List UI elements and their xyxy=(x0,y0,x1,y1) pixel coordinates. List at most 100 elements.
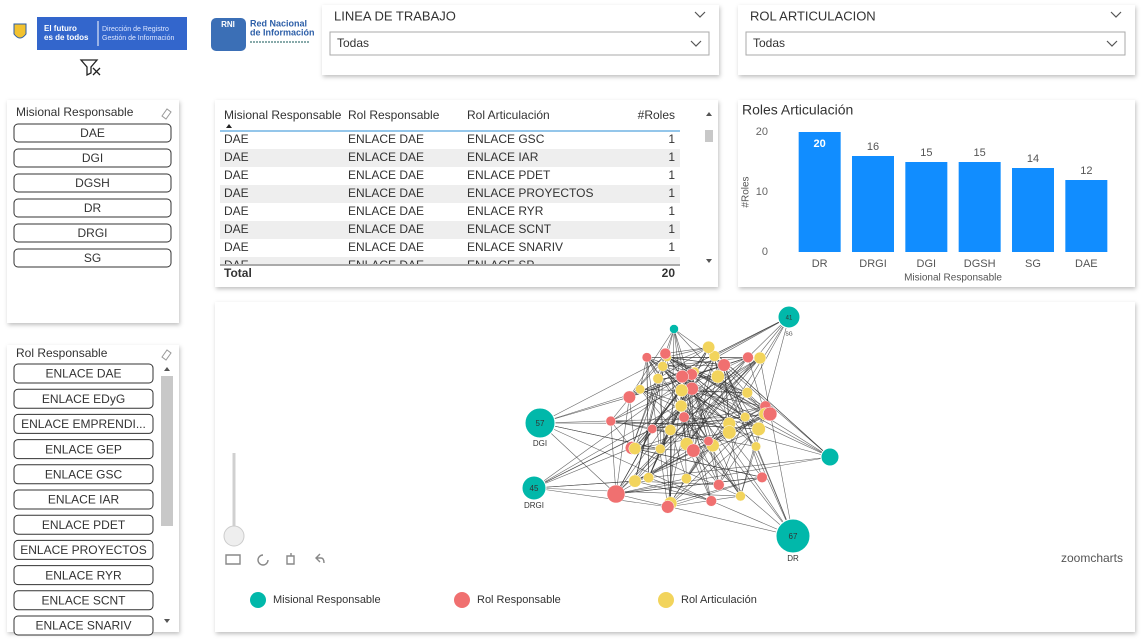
slicer-button[interactable] xyxy=(13,489,154,510)
network-node[interactable] xyxy=(708,350,721,362)
network-node[interactable] xyxy=(742,351,754,364)
network-node[interactable] xyxy=(628,474,642,488)
network-node[interactable] xyxy=(678,411,690,423)
edge xyxy=(682,316,790,377)
network-node[interactable] xyxy=(635,384,646,395)
slicer-item: ENLACE EMPRENDI... xyxy=(21,417,146,431)
slicer-button[interactable] xyxy=(13,539,154,560)
network-hub[interactable] xyxy=(777,305,801,329)
network-node[interactable] xyxy=(751,441,762,452)
network-node[interactable] xyxy=(657,361,668,372)
network-node[interactable] xyxy=(652,373,664,385)
bar[interactable] xyxy=(958,162,1001,252)
network-node[interactable] xyxy=(711,369,725,384)
network-node[interactable] xyxy=(722,425,737,440)
edge xyxy=(615,477,763,495)
network-node[interactable] xyxy=(659,347,672,360)
network-node[interactable] xyxy=(661,500,675,514)
slicer-button[interactable] xyxy=(13,615,154,636)
network-node[interactable] xyxy=(686,443,701,458)
network-node[interactable] xyxy=(664,424,677,436)
network-node[interactable] xyxy=(703,436,714,447)
network-node[interactable] xyxy=(741,387,753,399)
network-node[interactable] xyxy=(655,443,666,455)
slicer-button[interactable] xyxy=(13,198,172,218)
network-node[interactable] xyxy=(762,406,778,422)
network-node[interactable] xyxy=(717,358,731,372)
slicer-button[interactable] xyxy=(13,464,154,485)
network-hub[interactable] xyxy=(775,518,811,554)
slicer-button[interactable] xyxy=(13,514,154,535)
table-cell: 1 xyxy=(668,222,675,236)
table-cell: ENLACE DAE xyxy=(348,132,424,146)
network-hub[interactable] xyxy=(820,447,840,467)
rni-name: Red Nacional xyxy=(250,18,307,28)
toolbar-icons[interactable] xyxy=(225,553,325,566)
slicer-button[interactable] xyxy=(13,590,154,611)
edge xyxy=(681,390,759,430)
edge xyxy=(648,456,831,479)
bar[interactable] xyxy=(905,162,948,252)
network-hub[interactable] xyxy=(524,407,556,439)
network-node[interactable] xyxy=(751,421,766,437)
network-node[interactable] xyxy=(702,340,716,354)
slicer-button[interactable] xyxy=(13,223,172,243)
bar[interactable] xyxy=(1065,180,1108,252)
network-node[interactable] xyxy=(647,423,658,434)
slicer-button[interactable] xyxy=(13,413,154,434)
network-node[interactable] xyxy=(643,472,655,484)
network-node[interactable] xyxy=(606,484,626,504)
network-hub[interactable] xyxy=(521,475,547,501)
edge xyxy=(631,378,659,449)
network-node[interactable] xyxy=(713,479,725,491)
x-axis-label: Misional Responsable xyxy=(904,273,1002,284)
legend-label: Misional Responsable xyxy=(273,594,381,606)
table-cell: DAE xyxy=(224,240,249,254)
edge xyxy=(615,357,761,495)
slicer-button[interactable] xyxy=(13,248,172,268)
filter-select[interactable] xyxy=(745,31,1126,56)
filter-select[interactable] xyxy=(329,31,710,56)
eraser-icon[interactable] xyxy=(161,108,172,120)
legend-swatch[interactable] xyxy=(250,592,266,608)
slicer-button[interactable] xyxy=(13,173,172,193)
legend-swatch[interactable] xyxy=(454,592,470,608)
sort-arrow xyxy=(226,124,232,128)
eraser-icon[interactable] xyxy=(161,349,172,361)
edge xyxy=(662,357,749,367)
data-label: 12 xyxy=(1080,165,1092,177)
table-total: 20 xyxy=(662,266,676,280)
scrollbar-thumb[interactable] xyxy=(161,376,173,526)
slicer-button[interactable] xyxy=(13,363,154,384)
slicer-button[interactable] xyxy=(13,439,154,460)
network-node[interactable] xyxy=(628,442,642,455)
network-node[interactable] xyxy=(681,473,692,484)
network-node[interactable] xyxy=(740,412,751,423)
bar[interactable] xyxy=(852,156,894,252)
network-node[interactable] xyxy=(674,399,688,413)
network-node[interactable] xyxy=(675,369,689,384)
network-node[interactable] xyxy=(605,415,617,427)
slicer-button[interactable] xyxy=(13,388,154,409)
clear-filters-icon[interactable] xyxy=(79,59,101,77)
network-node[interactable] xyxy=(675,383,689,398)
data-label: 16 xyxy=(867,141,879,153)
edge xyxy=(666,356,725,366)
edge xyxy=(686,443,794,537)
slicer-button[interactable] xyxy=(13,123,172,143)
bar[interactable] xyxy=(798,132,841,252)
network-node[interactable] xyxy=(669,324,679,334)
zoom-knob[interactable] xyxy=(223,525,245,547)
bar[interactable] xyxy=(1012,168,1054,252)
network-node[interactable] xyxy=(641,352,652,363)
network-node[interactable] xyxy=(753,351,767,365)
rni-badge-text: RNI xyxy=(221,20,235,29)
legend-swatch[interactable] xyxy=(658,592,674,608)
slicer-button[interactable] xyxy=(13,148,172,168)
network-node[interactable] xyxy=(705,495,717,507)
table-scroll-thumb[interactable] xyxy=(705,130,713,142)
network-node[interactable] xyxy=(756,471,768,483)
slicer-button[interactable] xyxy=(13,565,154,586)
network-node[interactable] xyxy=(735,490,746,502)
network-node[interactable] xyxy=(622,390,636,404)
